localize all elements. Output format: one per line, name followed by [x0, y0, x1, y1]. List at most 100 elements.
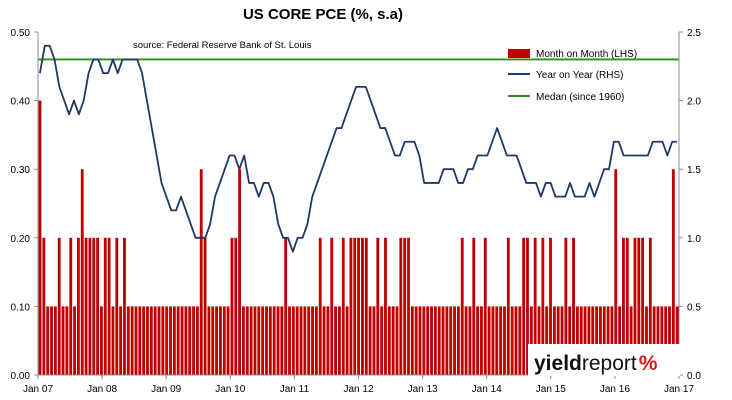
mom-bar — [618, 306, 622, 375]
mom-bar — [73, 306, 76, 375]
mom-bar — [188, 306, 192, 375]
mom-bar — [295, 306, 299, 375]
mom-bar — [337, 306, 341, 375]
mom-bar — [564, 237, 568, 375]
mom-bar — [199, 169, 203, 375]
mom-bar — [533, 237, 537, 375]
mom-bar — [602, 306, 606, 375]
mom-bar — [660, 306, 664, 375]
mom-bar — [595, 306, 598, 375]
x-tick-label: Jan 10 — [215, 384, 245, 395]
mom-bar — [38, 100, 42, 375]
mom-bar — [625, 237, 629, 375]
mom-bar — [184, 306, 188, 375]
mom-bar — [349, 237, 353, 375]
mom-bar — [322, 306, 326, 375]
mom-bar — [441, 306, 445, 375]
mom-bar — [291, 306, 295, 375]
mom-bar — [464, 306, 468, 375]
mom-bar — [399, 237, 403, 375]
x-tick-label: Jan 07 — [23, 384, 53, 395]
mom-bar — [480, 306, 483, 375]
legend-label-median: Medan (since 1960) — [536, 92, 624, 103]
mom-bar — [433, 306, 437, 375]
mom-bar — [149, 306, 153, 375]
mom-bar — [579, 306, 583, 375]
mom-bar — [468, 306, 472, 375]
mom-bar — [226, 306, 230, 375]
mom-bar — [107, 237, 111, 375]
mom-bar — [380, 306, 384, 375]
mom-bar — [541, 237, 545, 375]
mom-bar — [134, 306, 138, 375]
bar-series-mom — [38, 100, 679, 375]
mom-bar — [115, 237, 119, 375]
mom-bar — [353, 237, 357, 375]
mom-bar — [192, 306, 195, 375]
mom-bar — [123, 237, 126, 375]
mom-bar — [230, 237, 234, 375]
x-tick-label: Jan 09 — [151, 384, 181, 395]
mom-bar — [487, 306, 491, 375]
mom-bar — [614, 169, 618, 375]
mom-bar — [641, 237, 645, 375]
mom-bar — [537, 306, 541, 375]
mom-bar — [526, 237, 529, 375]
mom-bar — [211, 306, 215, 375]
x-tick-label: Jan 16 — [600, 384, 630, 395]
mom-bar — [311, 306, 314, 375]
mom-bar — [560, 306, 564, 375]
mom-bar — [445, 306, 449, 375]
mom-bar — [261, 306, 265, 375]
left-tick-label: 0.10 — [11, 302, 31, 313]
mom-bar — [476, 306, 480, 375]
mom-bar — [303, 306, 307, 375]
legend-swatch-mom — [508, 49, 530, 58]
mom-bar — [545, 306, 549, 375]
right-tick-label: 0.5 — [687, 302, 701, 313]
logo-text-yield: yield — [534, 352, 582, 375]
left-tick-label: 0.30 — [11, 165, 31, 176]
x-tick-label: Jan 08 — [87, 384, 117, 395]
mom-bar — [453, 306, 456, 375]
mom-bar — [599, 306, 602, 375]
mom-bar — [165, 306, 169, 375]
mom-bar — [514, 306, 518, 375]
mom-bar — [556, 306, 560, 375]
logo-text-report: report — [582, 352, 637, 375]
mom-bar — [203, 237, 207, 375]
mom-bar — [391, 306, 395, 375]
mom-bar — [668, 306, 671, 375]
mom-bar — [518, 306, 522, 375]
mom-bar — [314, 306, 318, 375]
source-annotation: source: Federal Reserve Bank of St. Loui… — [133, 40, 312, 51]
mom-bar — [414, 306, 418, 375]
mom-bar — [100, 306, 103, 375]
mom-bar — [50, 306, 53, 375]
mom-bar — [376, 237, 380, 375]
mom-bar — [587, 306, 591, 375]
mom-bar — [245, 306, 249, 375]
mom-bar — [42, 237, 46, 375]
mom-bar — [169, 306, 172, 375]
x-tick-label: Jan 14 — [472, 384, 502, 395]
x-tick-label: Jan 17 — [664, 384, 694, 395]
mom-bar — [449, 306, 453, 375]
mom-bar — [606, 306, 610, 375]
mom-bar — [219, 306, 222, 375]
mom-bar — [142, 306, 146, 375]
mom-bar — [633, 237, 637, 375]
mom-bar — [103, 237, 107, 375]
mom-bar — [648, 237, 652, 375]
logo-background — [528, 344, 680, 376]
mom-bar — [195, 306, 199, 375]
mom-bar — [126, 306, 130, 375]
legend: Month on Month (LHS) Year on Year (RHS) … — [508, 49, 637, 103]
mom-bar — [265, 306, 268, 375]
mom-bar — [76, 237, 80, 375]
mom-bar — [153, 306, 157, 375]
mom-bar — [345, 306, 349, 375]
mom-bar — [268, 306, 272, 375]
mom-bar — [495, 306, 499, 375]
mom-bar — [575, 306, 579, 375]
